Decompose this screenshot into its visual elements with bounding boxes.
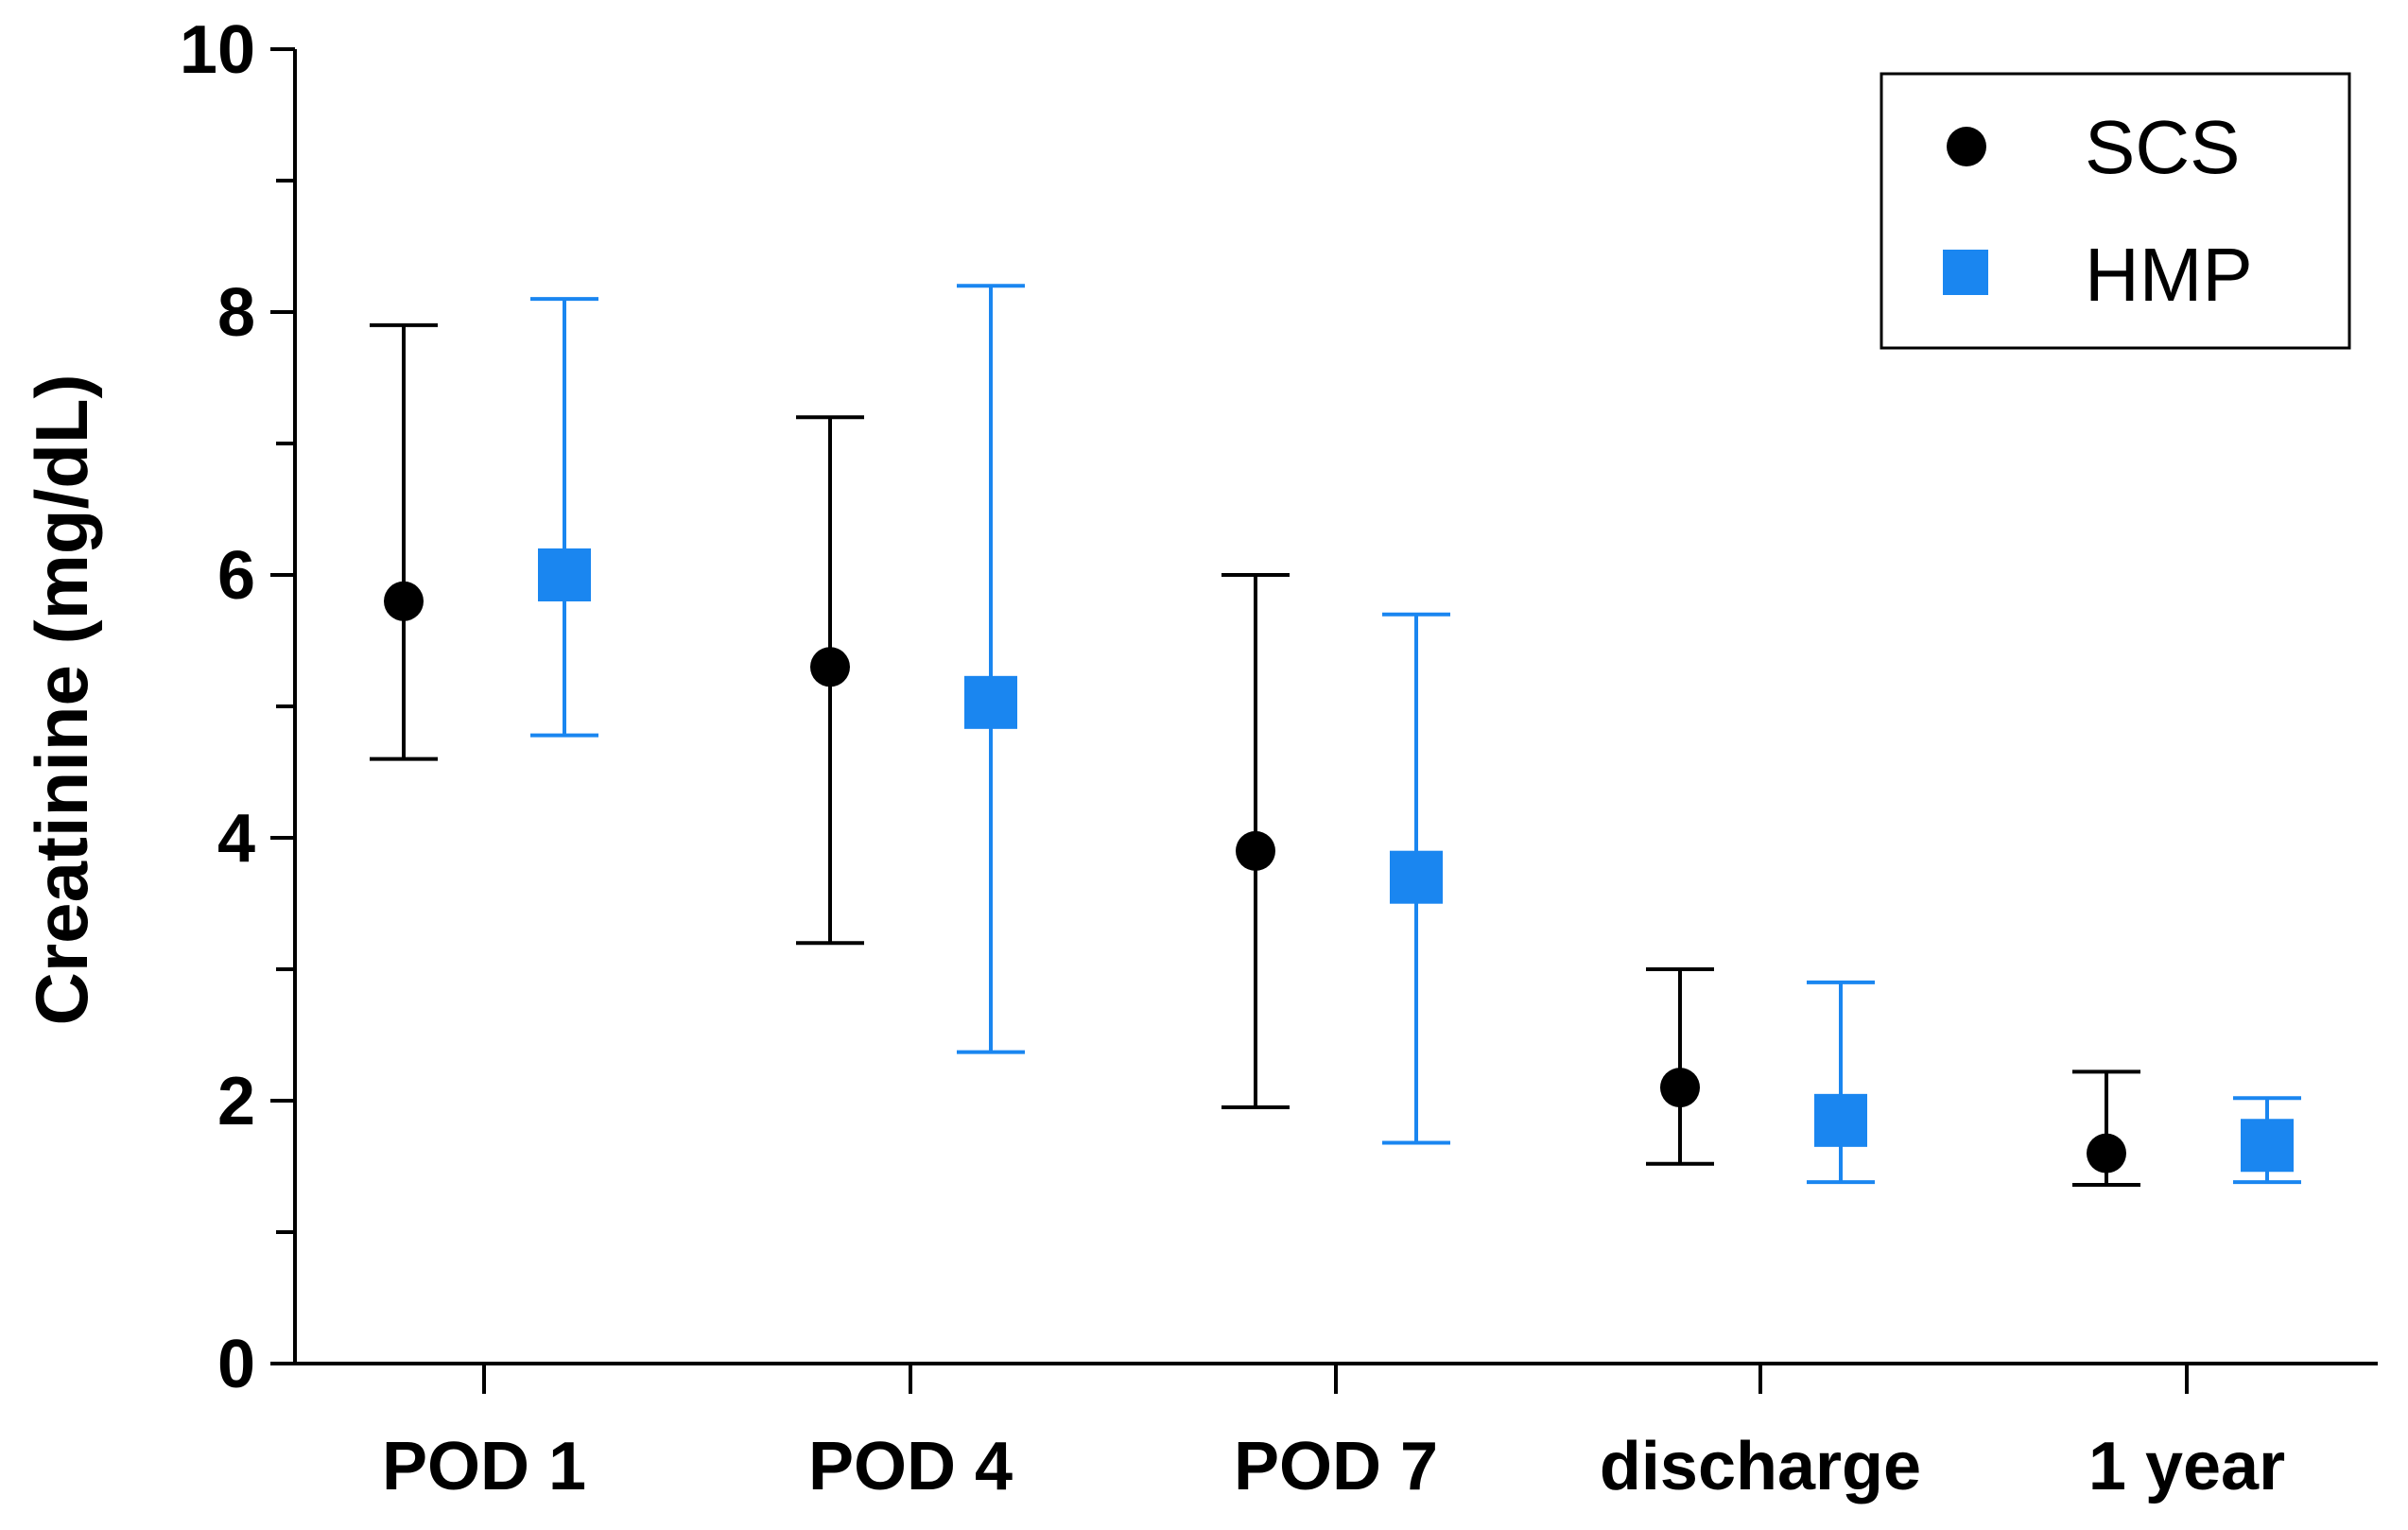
hmp-point [2241,1119,2294,1173]
series-hmp [530,284,2301,1185]
hmp-point [1390,850,1443,904]
x-tick-label: POD 1 [382,1429,586,1504]
scs-point [2087,1133,2126,1174]
legend: SCS HMP [1880,72,2351,350]
x-tick-label: POD 4 [808,1429,1013,1504]
legend-box [1880,72,2351,350]
legend-marker-scs [1947,127,1986,166]
hmp-point [538,548,591,601]
y-tick-label: 10 [180,12,255,88]
y-tick-label: 6 [217,538,255,614]
hmp-point [964,675,1017,729]
scs-point [384,581,424,621]
scs-point [810,647,850,687]
y-tick-label: 4 [217,801,255,877]
legend-label-scs: SCS [2085,105,2241,189]
x-tick-label: discharge [1600,1429,1921,1504]
scs-point [1236,830,1275,871]
legend-marker-hmp [1943,250,1988,295]
series-scs [370,322,2140,1187]
x-tick-label: POD 7 [1234,1429,1438,1504]
y-tick-label: 0 [217,1327,255,1402]
y-tick-label: 2 [217,1064,255,1139]
x-axis-ticks: POD 1 POD 4 POD 7 discharge 1 year [382,1364,2285,1504]
y-tick-label: 8 [217,275,255,351]
scs-point [1660,1068,1700,1108]
x-tick-label: 1 year [2088,1429,2285,1504]
hmp-point [1814,1093,1867,1147]
legend-label-hmp: HMP [2085,233,2253,317]
y-axis-ticks: 0 2 4 6 8 10 [180,12,295,1402]
series-layer [370,284,2301,1187]
y-axis-title: Creatinine (mg/dL) [20,374,103,1025]
